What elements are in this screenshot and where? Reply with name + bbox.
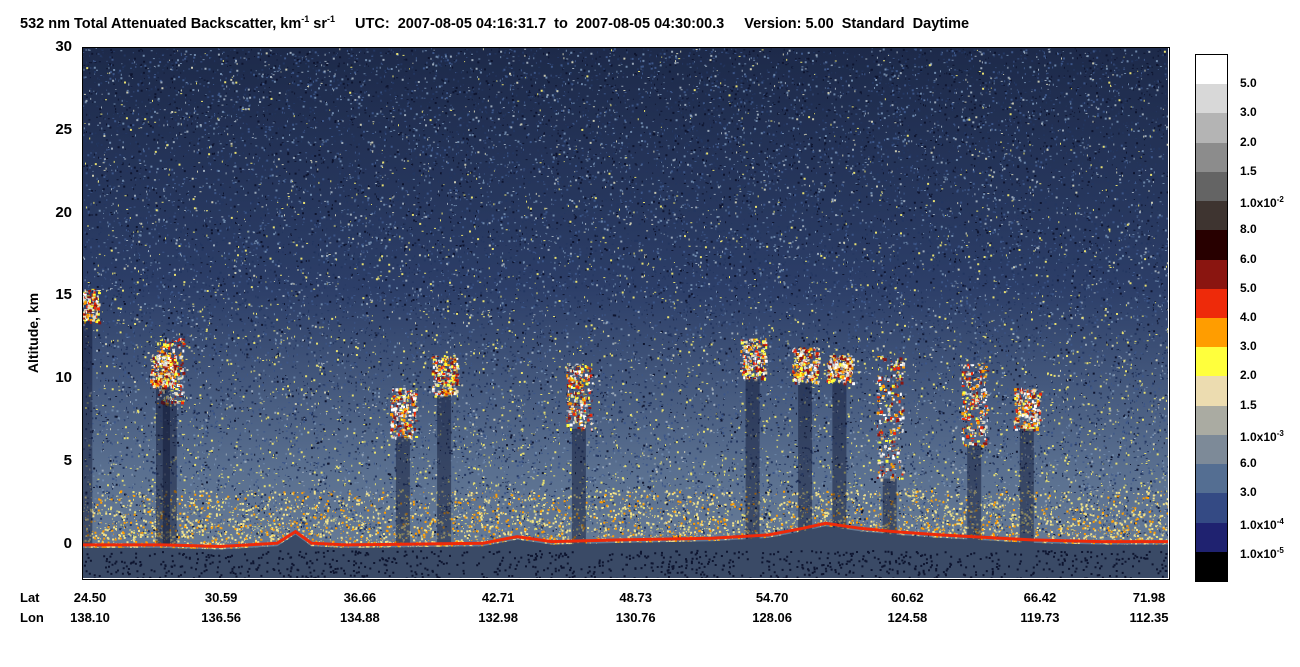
cloud-feature	[740, 338, 768, 545]
cloud-feature	[792, 347, 821, 545]
colorbar-swatch	[1196, 201, 1227, 231]
x-tick-label-lon: 124.58	[887, 610, 928, 625]
x-row-label-lon: Lon	[20, 610, 44, 625]
colorbar-tick-label: 5.0	[1240, 76, 1257, 91]
backscatter-curtain-plot	[82, 47, 1170, 580]
y-tick-label: 30	[55, 38, 72, 55]
title-unit-exponent: -1	[301, 14, 310, 24]
colorbar-tick-label: 1.5	[1240, 397, 1257, 412]
colorbar-tick-label: 1.0x10-3	[1240, 428, 1284, 444]
x-tick-label-lon: 134.88	[339, 610, 380, 625]
colorbar-swatch	[1196, 288, 1227, 319]
y-tick-label: 0	[63, 534, 72, 552]
x-tick-label-lat: 48.73	[619, 590, 652, 605]
title-unit-sr: sr	[309, 15, 328, 32]
colorbar	[1195, 54, 1228, 582]
colorbar-swatch	[1196, 347, 1227, 377]
colorbar-tick-label: 1.5	[1240, 163, 1257, 178]
x-tick-label-lat: 36.66	[343, 590, 377, 605]
colorbar-swatch	[1196, 493, 1227, 524]
cloud-feature	[961, 363, 990, 545]
colorbar-tick-label: 3.0	[1240, 105, 1257, 120]
cloud-feature	[431, 354, 460, 545]
y-tick-label: 20	[55, 203, 72, 221]
colorbar-tick-label: 1.0x10-4	[1240, 516, 1284, 532]
subsurface-noise	[83, 549, 1168, 578]
x-tick-label-lon: 132.98	[478, 610, 518, 625]
x-tick-label-lat: 60.62	[891, 590, 924, 605]
colorbar-tick-label: 2.0	[1240, 368, 1257, 383]
x-tick-label-lat: 54.70	[755, 590, 789, 605]
x-tick-label-lat: 30.59	[204, 590, 238, 605]
cloud-feature	[150, 354, 178, 545]
x-tick-label-lon: 112.35	[1129, 610, 1169, 625]
cloud-feature	[389, 387, 419, 545]
colorbar-swatch	[1196, 522, 1227, 553]
title-day-night: Daytime	[912, 15, 970, 32]
colorbar-swatch	[1196, 259, 1227, 290]
cloud-feature	[566, 362, 594, 545]
cloud-feature	[1013, 387, 1043, 545]
x-tick-label-lon: 138.10	[70, 610, 110, 625]
y-tick-label: 25	[55, 120, 72, 138]
colorbar-swatch	[1196, 230, 1227, 261]
surface-return-line	[83, 521, 1168, 549]
background-signal	[83, 48, 1168, 578]
x-tick-label-lat: 71.98	[1132, 590, 1166, 605]
chart-title: 532 nm Total Attenuated Backscatter, km-…	[20, 14, 1220, 36]
colorbar-swatch	[1196, 171, 1227, 202]
cloud-feature	[83, 288, 102, 545]
x-tick-label-lon: 119.73	[1020, 610, 1060, 625]
x-row-label-lat: Lat	[20, 590, 40, 605]
colorbar-tick-label: 8.0	[1240, 222, 1257, 237]
noise-speckles	[83, 48, 1168, 539]
colorbar-tick-label: 4.0	[1240, 310, 1257, 324]
y-axis-label: Altitude, km	[25, 292, 41, 374]
y-tick-label: 5	[63, 452, 72, 470]
title-to-label: to	[554, 15, 568, 32]
colorbar-tick-label: 5.0	[1240, 280, 1257, 295]
x-tick-label-lon: 130.76	[615, 610, 656, 625]
colorbar-tick-label: 6.0	[1240, 456, 1257, 471]
colorbar-tick-label: 3.0	[1240, 339, 1257, 354]
title-product: Standard	[841, 15, 905, 32]
backscatter-curtain-svg	[83, 48, 1168, 578]
colorbar-swatch	[1196, 434, 1227, 465]
cloud-feature	[826, 354, 856, 545]
colorbar-tick-label: 3.0	[1240, 485, 1257, 500]
colorbar-swatch	[1196, 84, 1227, 114]
y-tick-label: 10	[55, 369, 72, 387]
colorbar-swatch	[1196, 376, 1227, 407]
colorbar-tick-label: 1.0x10-5	[1240, 545, 1284, 561]
title-quantity: 532 nm Total Attenuated Backscatter, km	[20, 15, 302, 32]
colorbar-swatch	[1196, 55, 1227, 85]
y-tick-label: 15	[55, 286, 72, 304]
x-tick-label-lat: 24.50	[73, 590, 107, 605]
colorbar-swatch	[1196, 405, 1227, 436]
title-utc-label: UTC:	[355, 15, 390, 32]
cloud-features	[83, 288, 1043, 545]
x-tick-label-lat: 66.42	[1023, 590, 1057, 605]
colorbar-swatch	[1196, 551, 1227, 582]
colorbar-swatch	[1196, 142, 1227, 173]
x-tick-label-lon: 136.56	[201, 610, 242, 625]
title-unit-sr-exponent: -1	[327, 14, 336, 24]
colorbar-swatch	[1196, 318, 1227, 348]
colorbar-tick-label: 1.0x10-2	[1240, 195, 1284, 211]
colorbar-tick-label: 6.0	[1240, 251, 1257, 266]
title-start-time: 2007-08-05 04:16:31.7	[397, 15, 547, 32]
colorbar-swatch	[1196, 464, 1227, 494]
colorbar-swatch	[1196, 113, 1227, 144]
x-tick-label-lat: 42.71	[481, 590, 515, 605]
cloud-feature	[876, 356, 906, 545]
title-version: Version: 5.00	[744, 15, 834, 32]
x-tick-label-lon: 128.06	[752, 610, 792, 625]
title-end-time: 2007-08-05 04:30:00.3	[575, 15, 725, 32]
colorbar-tick-label: 2.0	[1240, 134, 1257, 149]
